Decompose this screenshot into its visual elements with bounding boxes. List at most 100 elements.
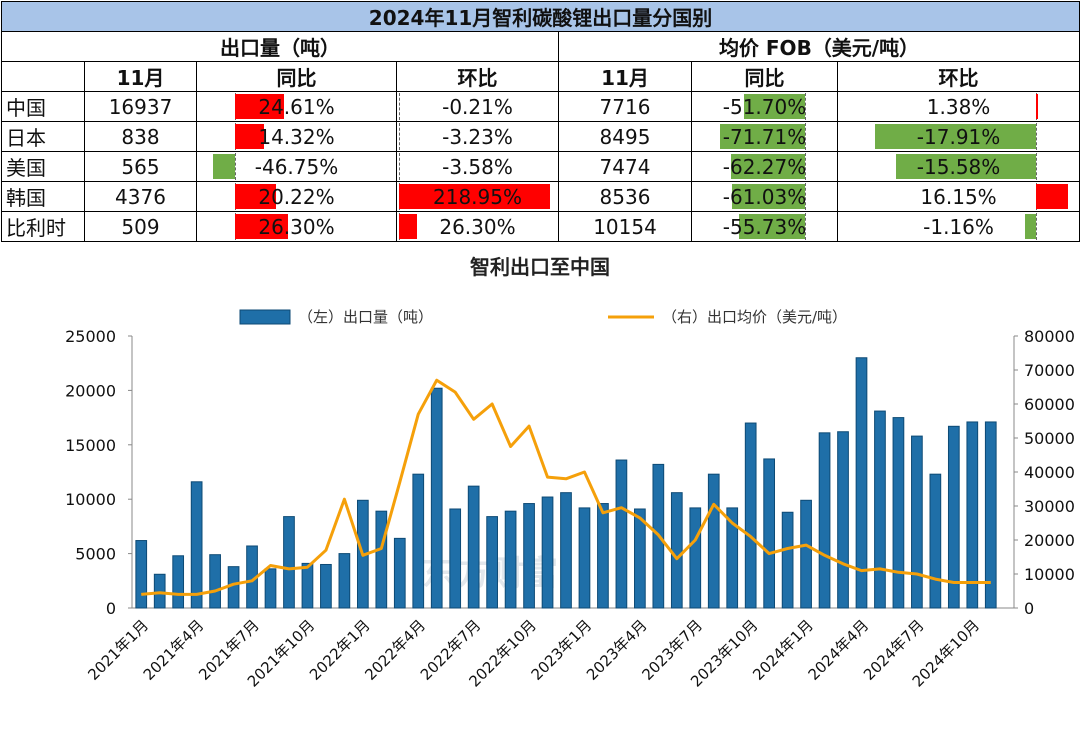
volume-bar (782, 512, 793, 608)
y-left-tick-label: 25000 (65, 327, 116, 346)
volume-bar (579, 508, 590, 608)
header-price-month: 11月 (559, 62, 692, 92)
volume-bar (616, 460, 627, 608)
y-left-tick-label: 10000 (65, 490, 116, 509)
volume-bar (708, 474, 719, 608)
row-price-yoy-cell: -55.73% (692, 212, 838, 242)
header-vol-month: 11月 (85, 62, 197, 92)
row-vol-mom: -3.58% (397, 152, 558, 181)
chart-title: 智利出口至中国 (470, 255, 610, 279)
row-price-mom-cell: -17.91% (838, 122, 1080, 152)
row-vol-mom: -3.23% (397, 122, 558, 151)
row-price-mom: 16.15% (838, 182, 1079, 211)
row-vol-mom-cell: 218.95% (397, 182, 559, 212)
group-header-volume: 出口量（吨） (2, 32, 559, 62)
row-country: 韩国 (2, 182, 85, 212)
row-vol-yoy: -46.75% (197, 152, 396, 181)
row-price: 8495 (559, 122, 692, 152)
row-country: 美国 (2, 152, 85, 182)
header-vol-yoy: 同比 (197, 62, 397, 92)
group-header-price: 均价 FOB（美元/吨） (559, 32, 1080, 62)
volume-bar (450, 509, 461, 608)
volume-bar (265, 569, 276, 608)
y-right-tick-label: 30000 (1024, 497, 1075, 516)
volume-bar (487, 517, 498, 608)
y-right-tick-label: 20000 (1024, 531, 1075, 550)
row-price-yoy-cell: -71.71% (692, 122, 838, 152)
volume-bar (394, 538, 405, 608)
row-vol-yoy: 20.22% (197, 182, 396, 211)
volume-bar (173, 556, 184, 608)
row-price-mom: -1.16% (838, 212, 1079, 241)
volume-bar (967, 422, 978, 608)
y-left-tick-label: 5000 (75, 545, 116, 564)
row-vol-mom: 26.30% (397, 212, 558, 241)
volume-bar (838, 432, 849, 608)
volume-bar (635, 509, 646, 608)
y-left-tick-label: 15000 (65, 436, 116, 455)
row-price-mom: -17.91% (838, 122, 1079, 151)
row-vol-mom-cell: -3.23% (397, 122, 559, 152)
row-price-yoy-cell: -62.27% (692, 152, 838, 182)
volume-bar (376, 511, 387, 608)
row-price-yoy: -61.03% (692, 182, 837, 211)
row-price: 7474 (559, 152, 692, 182)
volume-bar (598, 504, 609, 608)
legend-bar-label: （左）出口量（吨） (298, 308, 433, 326)
y-right-tick-label: 80000 (1024, 327, 1075, 346)
y-right-tick-label: 40000 (1024, 463, 1075, 482)
row-price-mom-cell: -15.58% (838, 152, 1080, 182)
row-price-yoy: -51.70% (692, 92, 837, 121)
volume-bar (819, 433, 830, 608)
volume-bar (339, 554, 350, 608)
volume-bar (321, 564, 332, 608)
row-price-mom-cell: -1.16% (838, 212, 1080, 242)
export-table: 2024年11月智利碳酸锂出口量分国别 出口量（吨） 均价 FOB（美元/吨） … (0, 0, 1080, 238)
row-vol-mom-cell: -3.58% (397, 152, 559, 182)
y-right-tick-label: 10000 (1024, 565, 1075, 584)
volume-bar (154, 574, 165, 608)
row-price: 10154 (559, 212, 692, 242)
y-right-tick-label: 60000 (1024, 395, 1075, 414)
row-vol: 565 (85, 152, 197, 182)
header-blank (2, 62, 85, 92)
row-price-yoy: -71.71% (692, 122, 837, 151)
row-price-yoy: -55.73% (692, 212, 837, 241)
row-vol-yoy-cell: 14.32% (197, 122, 397, 152)
header-vol-mom: 环比 (397, 62, 559, 92)
y-right-tick-label: 0 (1024, 599, 1034, 618)
row-country: 日本 (2, 122, 85, 152)
volume-bar (561, 493, 572, 608)
row-vol: 509 (85, 212, 197, 242)
chart-area: 智利出口至中国（左）出口量（吨）（右）出口均价（美元/吨）东方财富0500010… (0, 240, 1080, 735)
legend-line-label: （右）出口均价（美元/吨） (662, 308, 847, 326)
row-vol-yoy: 24.61% (197, 92, 396, 121)
row-price-yoy: -62.27% (692, 152, 837, 181)
volume-bar (671, 493, 682, 608)
row-price: 8536 (559, 182, 692, 212)
volume-bar (745, 423, 756, 608)
combo-chart: 智利出口至中国（左）出口量（吨）（右）出口均价（美元/吨）东方财富0500010… (0, 240, 1080, 735)
row-vol: 4376 (85, 182, 197, 212)
row-vol-mom-cell: -0.21% (397, 92, 559, 122)
volume-bar (985, 422, 996, 608)
row-vol-mom: -0.21% (397, 92, 558, 121)
row-price-mom: 1.38% (838, 92, 1079, 121)
row-price-yoy-cell: -51.70% (692, 92, 838, 122)
volume-bar (284, 517, 295, 608)
row-vol-yoy: 14.32% (197, 122, 396, 151)
row-price: 7716 (559, 92, 692, 122)
volume-bar (413, 474, 424, 608)
legend-bar-swatch (240, 310, 290, 324)
row-country: 中国 (2, 92, 85, 122)
row-price-mom-cell: 16.15% (838, 182, 1080, 212)
y-left-tick-label: 20000 (65, 381, 116, 400)
volume-bar (801, 500, 812, 608)
row-vol-yoy-cell: 20.22% (197, 182, 397, 212)
header-price-yoy: 同比 (692, 62, 838, 92)
header-price-mom: 环比 (838, 62, 1080, 92)
row-price-yoy-cell: -61.03% (692, 182, 838, 212)
